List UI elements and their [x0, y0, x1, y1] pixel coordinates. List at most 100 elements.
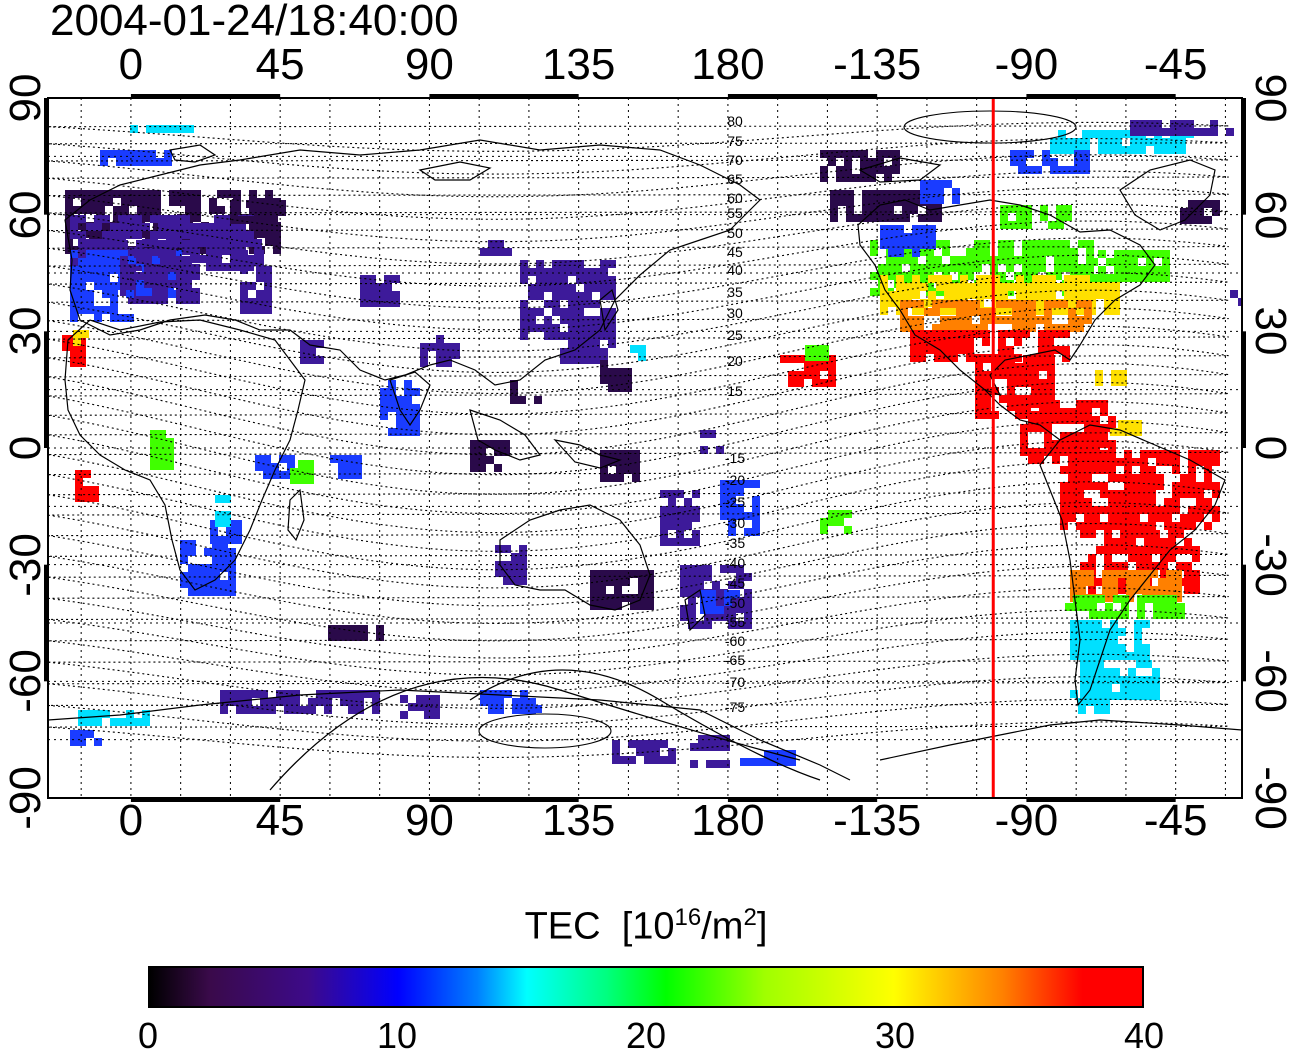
tec-patch	[1060, 450, 1220, 530]
lon-tick-bottom: 45	[255, 796, 305, 845]
frame-bar-right	[1241, 98, 1246, 215]
mlat-contour	[48, 237, 1229, 309]
lon-tick-top: 45	[255, 40, 305, 89]
contour-label: -50	[725, 595, 745, 611]
lat-tick-right: 0	[1246, 435, 1292, 461]
tec-patch	[560, 300, 616, 364]
lat-tick-left: -90	[1, 766, 50, 830]
lon-tick-bottom: -45	[1143, 796, 1208, 845]
lat-tick-left: 60	[1, 190, 50, 240]
contour-label: 75	[727, 133, 743, 149]
tec-patch	[255, 455, 295, 479]
coastline	[857, 199, 1156, 397]
frame-bar-right	[1241, 564, 1246, 682]
contour-label: 25	[727, 327, 743, 343]
mlat-contour	[48, 587, 1229, 659]
contour-label: -65	[725, 652, 745, 668]
frame-bar-bottom	[727, 797, 878, 802]
north-pole-ring	[903, 110, 1077, 144]
tec-patch	[100, 150, 172, 166]
mlat-contour	[48, 170, 1229, 220]
mlat-contour	[48, 676, 1229, 726]
frame-bar-bottom	[130, 797, 281, 802]
mlat-contour	[48, 460, 1229, 552]
lat-tick-left: 90	[1, 73, 50, 123]
coastline	[48, 689, 1242, 781]
frame-bar-top	[727, 94, 878, 99]
lon-tick-top: 0	[118, 40, 144, 89]
coastline	[984, 389, 1061, 441]
tec-patch	[900, 300, 1092, 332]
mlat-contour	[48, 220, 1229, 287]
lon-tick-bottom: -90	[994, 796, 1059, 845]
colorbar-tick: 0	[137, 1015, 159, 1056]
colorbar-tick: 10	[376, 1015, 418, 1056]
tec-patch	[330, 455, 362, 479]
frame-bar-right	[1241, 331, 1246, 448]
tec-patch	[1065, 595, 1185, 619]
contour-label: -40	[725, 555, 745, 571]
tec-patch	[1070, 690, 1110, 714]
lat-tick-right: 60	[1246, 190, 1292, 240]
tec-patch	[230, 200, 286, 224]
lat-tick-left: -60	[1, 649, 50, 714]
lon-tick-bottom: 135	[541, 796, 616, 845]
tec-patch	[1130, 120, 1234, 136]
coastline	[169, 144, 217, 163]
tec-patch	[400, 695, 440, 719]
mlat-contour-solid	[269, 676, 801, 791]
contour-label: -20	[725, 472, 745, 488]
colorbar-tick: 20	[625, 1015, 667, 1056]
lon-tick-bottom: 180	[691, 796, 765, 845]
mlat-contour	[48, 381, 1229, 476]
lon-tick-top: 135	[541, 40, 616, 89]
frame-tick-bars	[44, 94, 1246, 802]
coastline	[287, 488, 305, 542]
mlat-contour	[48, 254, 1229, 331]
colorbar-unit-exponent2: 2	[743, 904, 757, 931]
tec-patch	[480, 240, 512, 256]
tec-patch	[420, 335, 460, 367]
tec-patch	[70, 730, 102, 746]
colorbar	[148, 966, 1144, 1008]
contour-label: 40	[727, 262, 743, 278]
contour-label: 15	[727, 383, 743, 399]
tec-patch	[470, 440, 510, 472]
colorbar-unit-exponent: 16	[674, 904, 702, 931]
tec-data-layer	[62, 120, 1242, 768]
contour-label: 20	[727, 353, 743, 369]
lat-tick-left: -30	[1, 532, 50, 597]
timestamp-title: 2004-01-24/18:40:00	[50, 0, 459, 45]
tec-patch	[73, 330, 89, 346]
tec-patch	[120, 240, 200, 304]
frame-bar-top	[429, 94, 579, 99]
tec-patch	[612, 740, 676, 764]
colorbar-unit-open: [10	[621, 905, 675, 948]
coastline	[858, 157, 942, 183]
south-pole-ring	[478, 713, 612, 749]
coastline	[389, 371, 431, 427]
contour-label: -70	[725, 674, 745, 690]
tec-patch	[1000, 205, 1072, 229]
lon-tick-bottom: -135	[833, 796, 922, 845]
contour-label: 60	[727, 190, 743, 206]
tec-patch	[130, 125, 194, 133]
contour-label: 50	[727, 225, 743, 241]
lon-tick-top: -90	[994, 40, 1059, 89]
mlat-contour	[48, 401, 1229, 495]
tec-patch	[300, 340, 324, 364]
lat-tick-right: 90	[1246, 73, 1292, 123]
tec-patch	[820, 150, 900, 182]
mlat-contour	[48, 344, 1229, 436]
mlat-contour	[48, 565, 1229, 642]
frame-bar-left	[44, 564, 49, 682]
frame-bar-left	[44, 331, 49, 448]
coastline	[553, 439, 622, 469]
contour-label: -25	[725, 494, 745, 510]
tec-patch	[220, 690, 380, 714]
tec-patch	[150, 430, 174, 470]
lon-tick-bottom: 90	[404, 796, 454, 845]
magnetic-latitude-contours	[48, 110, 1229, 791]
tec-patch	[328, 625, 384, 641]
contour-label: -35	[725, 535, 745, 551]
